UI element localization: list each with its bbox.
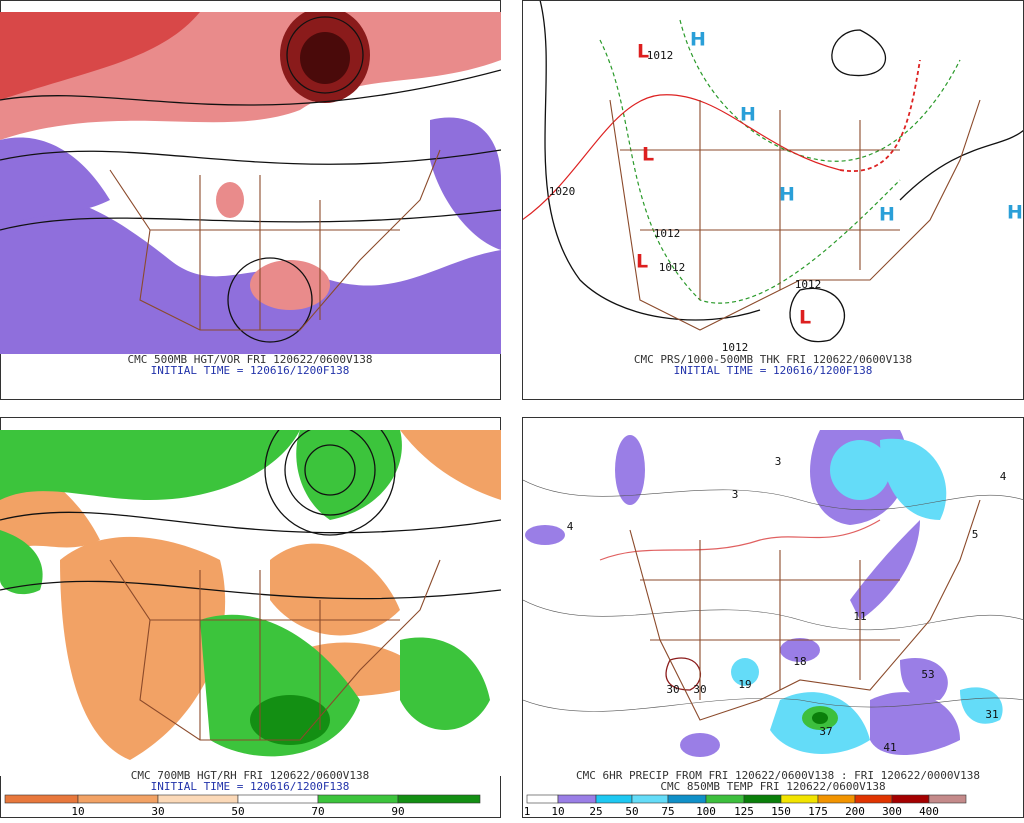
- precip-label: 30: [693, 683, 706, 696]
- colorbar-swatch: [398, 795, 480, 803]
- colorbar-swatch: [527, 795, 558, 803]
- isobar-label: 1012: [795, 278, 822, 291]
- precip-label: 53: [921, 668, 934, 681]
- colorbar-label: 175: [808, 805, 828, 818]
- colorbar-label: 200: [845, 805, 865, 818]
- low-marker: L: [636, 251, 648, 273]
- precip-label: 11: [853, 610, 866, 623]
- panel-initial-time: INITIAL TIME = 120616/1200F138: [674, 364, 873, 377]
- colorbar-swatch: [855, 795, 892, 803]
- colorbar-label: 100: [696, 805, 716, 818]
- colorbar-swatch: [596, 795, 632, 803]
- colorbar-label: 400: [919, 805, 939, 818]
- isobar-label: 1012: [654, 227, 681, 240]
- high-marker: H: [779, 184, 795, 206]
- colorbar-swatch: [78, 795, 158, 803]
- high-marker: H: [1007, 202, 1023, 224]
- colorbar-label: 125: [734, 805, 754, 818]
- precip-label: 41: [883, 741, 896, 754]
- panel-subtitle: CMC 850MB TEMP FRI 120622/0600V138: [660, 780, 885, 793]
- colorbar-swatch: [706, 795, 744, 803]
- colorbar-label: 70: [311, 805, 324, 818]
- isobar-label: 1012: [647, 49, 674, 62]
- colorbar-label: 25: [589, 805, 602, 818]
- colorbar-label: 300: [882, 805, 902, 818]
- precip-label: 19: [738, 678, 751, 691]
- colorbar-swatch: [632, 795, 668, 803]
- map-700mb: [0, 405, 501, 776]
- colorbar-swatch: [929, 795, 966, 803]
- colorbar-swatch: [238, 795, 318, 803]
- precip-label: 37: [819, 725, 832, 738]
- colorbar-swatch: [781, 795, 818, 803]
- high-marker: H: [740, 104, 756, 126]
- panel-precip: CMC 6HR PRECIP FROM FRI 120622/0600V138 …: [523, 418, 1024, 819]
- colorbar-swatch: [892, 795, 929, 803]
- colorbar-label: 50: [231, 805, 244, 818]
- low-marker: L: [642, 144, 654, 166]
- colorbar-label: 150: [771, 805, 791, 818]
- panel-500mb: CMC 500MB HGT/VOR FRI 120622/0600V138 IN…: [0, 1, 501, 400]
- colorbar-swatch: [558, 795, 596, 803]
- precip-label: 3: [732, 488, 739, 501]
- panel-700mb: CMC 700MB HGT/RH FRI 120622/0600V138 INI…: [0, 405, 501, 818]
- low-marker: L: [799, 307, 811, 329]
- colorbar-label: 50: [625, 805, 638, 818]
- precip-label: 30: [666, 683, 679, 696]
- panel-initial-time: INITIAL TIME = 120616/1200F138: [151, 364, 350, 377]
- precip-label: 3: [775, 455, 782, 468]
- precip-label: 5: [972, 528, 979, 541]
- colorbar-swatch: [744, 795, 781, 803]
- colorbar-label: 90: [391, 805, 404, 818]
- panel-initial-time: INITIAL TIME = 120616/1200F138: [151, 780, 350, 793]
- colorbar-label: 30: [151, 805, 164, 818]
- colorbar-label: 75: [661, 805, 674, 818]
- high-marker: H: [879, 204, 895, 226]
- precip-label: 31: [985, 708, 998, 721]
- colorbar-swatch: [818, 795, 855, 803]
- colorbar-swatch: [318, 795, 398, 803]
- isobar-label: 1012: [659, 261, 686, 274]
- high-marker: H: [690, 29, 706, 51]
- colorbar-swatch: [158, 795, 238, 803]
- precip-label: 4: [567, 520, 574, 533]
- panel-pressure: CMC PRS/1000-500MB THK FRI 120622/0600V1…: [522, 0, 1024, 400]
- colorbar-label: 1: [524, 805, 531, 818]
- precip-label: 4: [1000, 470, 1007, 483]
- colorbar-label: 10: [71, 805, 84, 818]
- colorbar-label: 10: [551, 805, 564, 818]
- isobar-label: 1012: [722, 341, 749, 354]
- isobar-label: 1020: [549, 185, 576, 198]
- precip-colorbar: 1 10 25 50 75 100 125 150 175 200 300 400: [524, 795, 966, 818]
- colorbar-swatch: [668, 795, 706, 803]
- map-500mb: [0, 7, 501, 354]
- precip-label: 18: [793, 655, 806, 668]
- colorbar-swatch: [5, 795, 78, 803]
